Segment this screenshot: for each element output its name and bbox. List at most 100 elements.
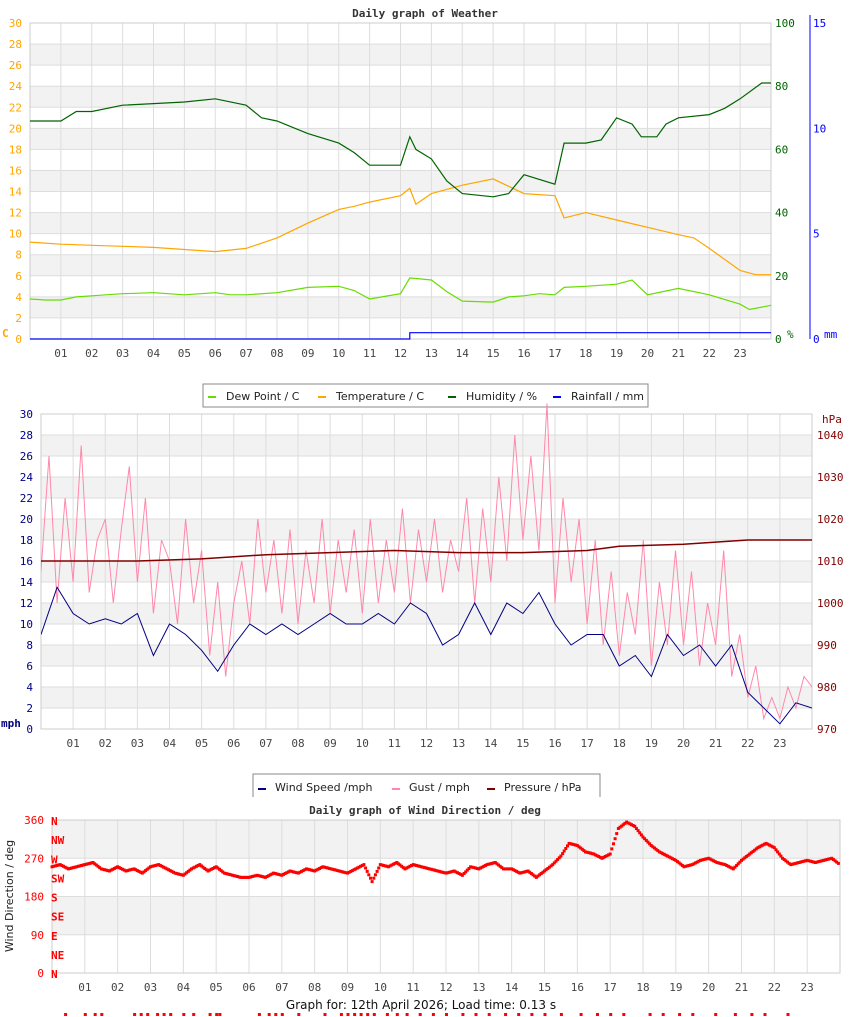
x-tick-label: 19	[645, 737, 658, 750]
direction-point	[479, 866, 482, 870]
direction-point	[659, 851, 663, 855]
direction-point	[306, 867, 310, 871]
direction-point	[176, 872, 180, 876]
direction-point	[442, 871, 446, 875]
direction-point	[352, 868, 356, 872]
direction-point	[326, 866, 330, 870]
direction-point	[398, 863, 402, 867]
direction-point	[531, 873, 535, 877]
calm-point	[215, 1013, 219, 1016]
direction-point	[149, 865, 152, 869]
x-tick-label: 04	[163, 737, 177, 750]
direction-point	[835, 860, 839, 864]
legend-swatch	[553, 396, 561, 398]
direction-point	[657, 850, 661, 854]
direction-point	[702, 858, 706, 861]
direction-point	[165, 867, 169, 871]
direction-point	[369, 876, 372, 880]
x-tick-label: 11	[407, 981, 420, 994]
calm-point	[786, 1013, 790, 1016]
x-tick-label: 06	[227, 737, 240, 750]
calm-point	[474, 1013, 478, 1016]
direction-point	[446, 871, 450, 875]
direction-point	[346, 871, 349, 875]
legend-box	[252, 773, 601, 797]
direction-point	[132, 867, 136, 871]
direction-point	[155, 863, 159, 867]
direction-point	[91, 861, 95, 864]
direction-point	[756, 846, 760, 850]
direction-point	[676, 860, 679, 864]
direction-point	[134, 868, 138, 872]
direction-point	[185, 871, 189, 875]
direction-point	[710, 858, 714, 862]
direction-point	[395, 861, 399, 864]
direction-point	[749, 851, 753, 855]
direction-point	[633, 824, 637, 828]
x-tick-label: 18	[613, 737, 626, 750]
x-tick-label: 14	[456, 347, 470, 360]
direction-point	[551, 863, 555, 867]
direction-point	[172, 870, 175, 874]
direction-point	[779, 854, 783, 858]
direction-point	[769, 844, 773, 848]
calm-point	[366, 1013, 370, 1016]
y-left-tick-label: 28	[9, 38, 22, 51]
direction-point	[541, 870, 545, 874]
direction-point	[736, 862, 740, 866]
calm-point	[274, 1013, 278, 1016]
direction-point	[452, 869, 456, 873]
y-left-tick-label: 14	[20, 576, 34, 589]
direction-point	[139, 870, 143, 874]
direction-point	[305, 867, 308, 871]
direction-point	[666, 854, 670, 858]
direction-point	[313, 869, 317, 873]
direction-point	[375, 869, 379, 873]
direction-point	[265, 875, 269, 878]
direction-point	[263, 875, 267, 879]
direction-point	[93, 862, 97, 866]
direction-point	[577, 845, 581, 849]
direction-point	[124, 869, 128, 873]
series-line-humidity	[30, 82, 771, 198]
y-right-tick-label: 980	[817, 681, 837, 694]
direction-point	[259, 874, 262, 878]
direction-point	[595, 854, 599, 858]
direction-point	[140, 871, 144, 875]
calm-point	[339, 1013, 343, 1016]
direction-point	[687, 864, 691, 867]
direction-point	[441, 870, 445, 874]
direction-point	[390, 863, 394, 867]
direction-point	[144, 869, 148, 873]
weather-chart: 01 02 03 04 05 06 07 08 09 10 11 12 13 14 15 16 17 18 19 20…	[2, 15, 838, 408]
direction-point	[167, 868, 171, 872]
direction-point	[170, 869, 174, 873]
direction-point	[334, 868, 338, 872]
direction-point	[482, 864, 486, 868]
direction-point	[314, 868, 318, 872]
direction-point	[646, 840, 650, 844]
y-left-tick-label: 8	[15, 249, 22, 262]
direction-point	[428, 867, 432, 871]
calm-point	[648, 1013, 652, 1016]
direction-point	[460, 873, 464, 877]
direction-point	[301, 869, 305, 873]
direction-point	[183, 872, 187, 876]
direction-point	[260, 875, 264, 878]
direction-point	[324, 866, 328, 870]
compass-label: E	[51, 930, 58, 943]
direction-point	[561, 852, 565, 856]
direction-point	[147, 866, 151, 870]
direction-point	[388, 864, 392, 868]
x-tick-label: 03	[131, 737, 144, 750]
direction-point	[661, 852, 665, 856]
calm-point	[372, 1013, 376, 1016]
y-left-tick-label: 20	[20, 513, 33, 526]
direction-point	[219, 869, 223, 873]
direction-point	[180, 873, 184, 877]
direction-point	[195, 864, 198, 868]
legend-swatch	[487, 788, 495, 790]
direction-point	[86, 862, 90, 866]
y-right2-tick-label: 15	[813, 17, 826, 30]
direction-point	[250, 875, 254, 878]
